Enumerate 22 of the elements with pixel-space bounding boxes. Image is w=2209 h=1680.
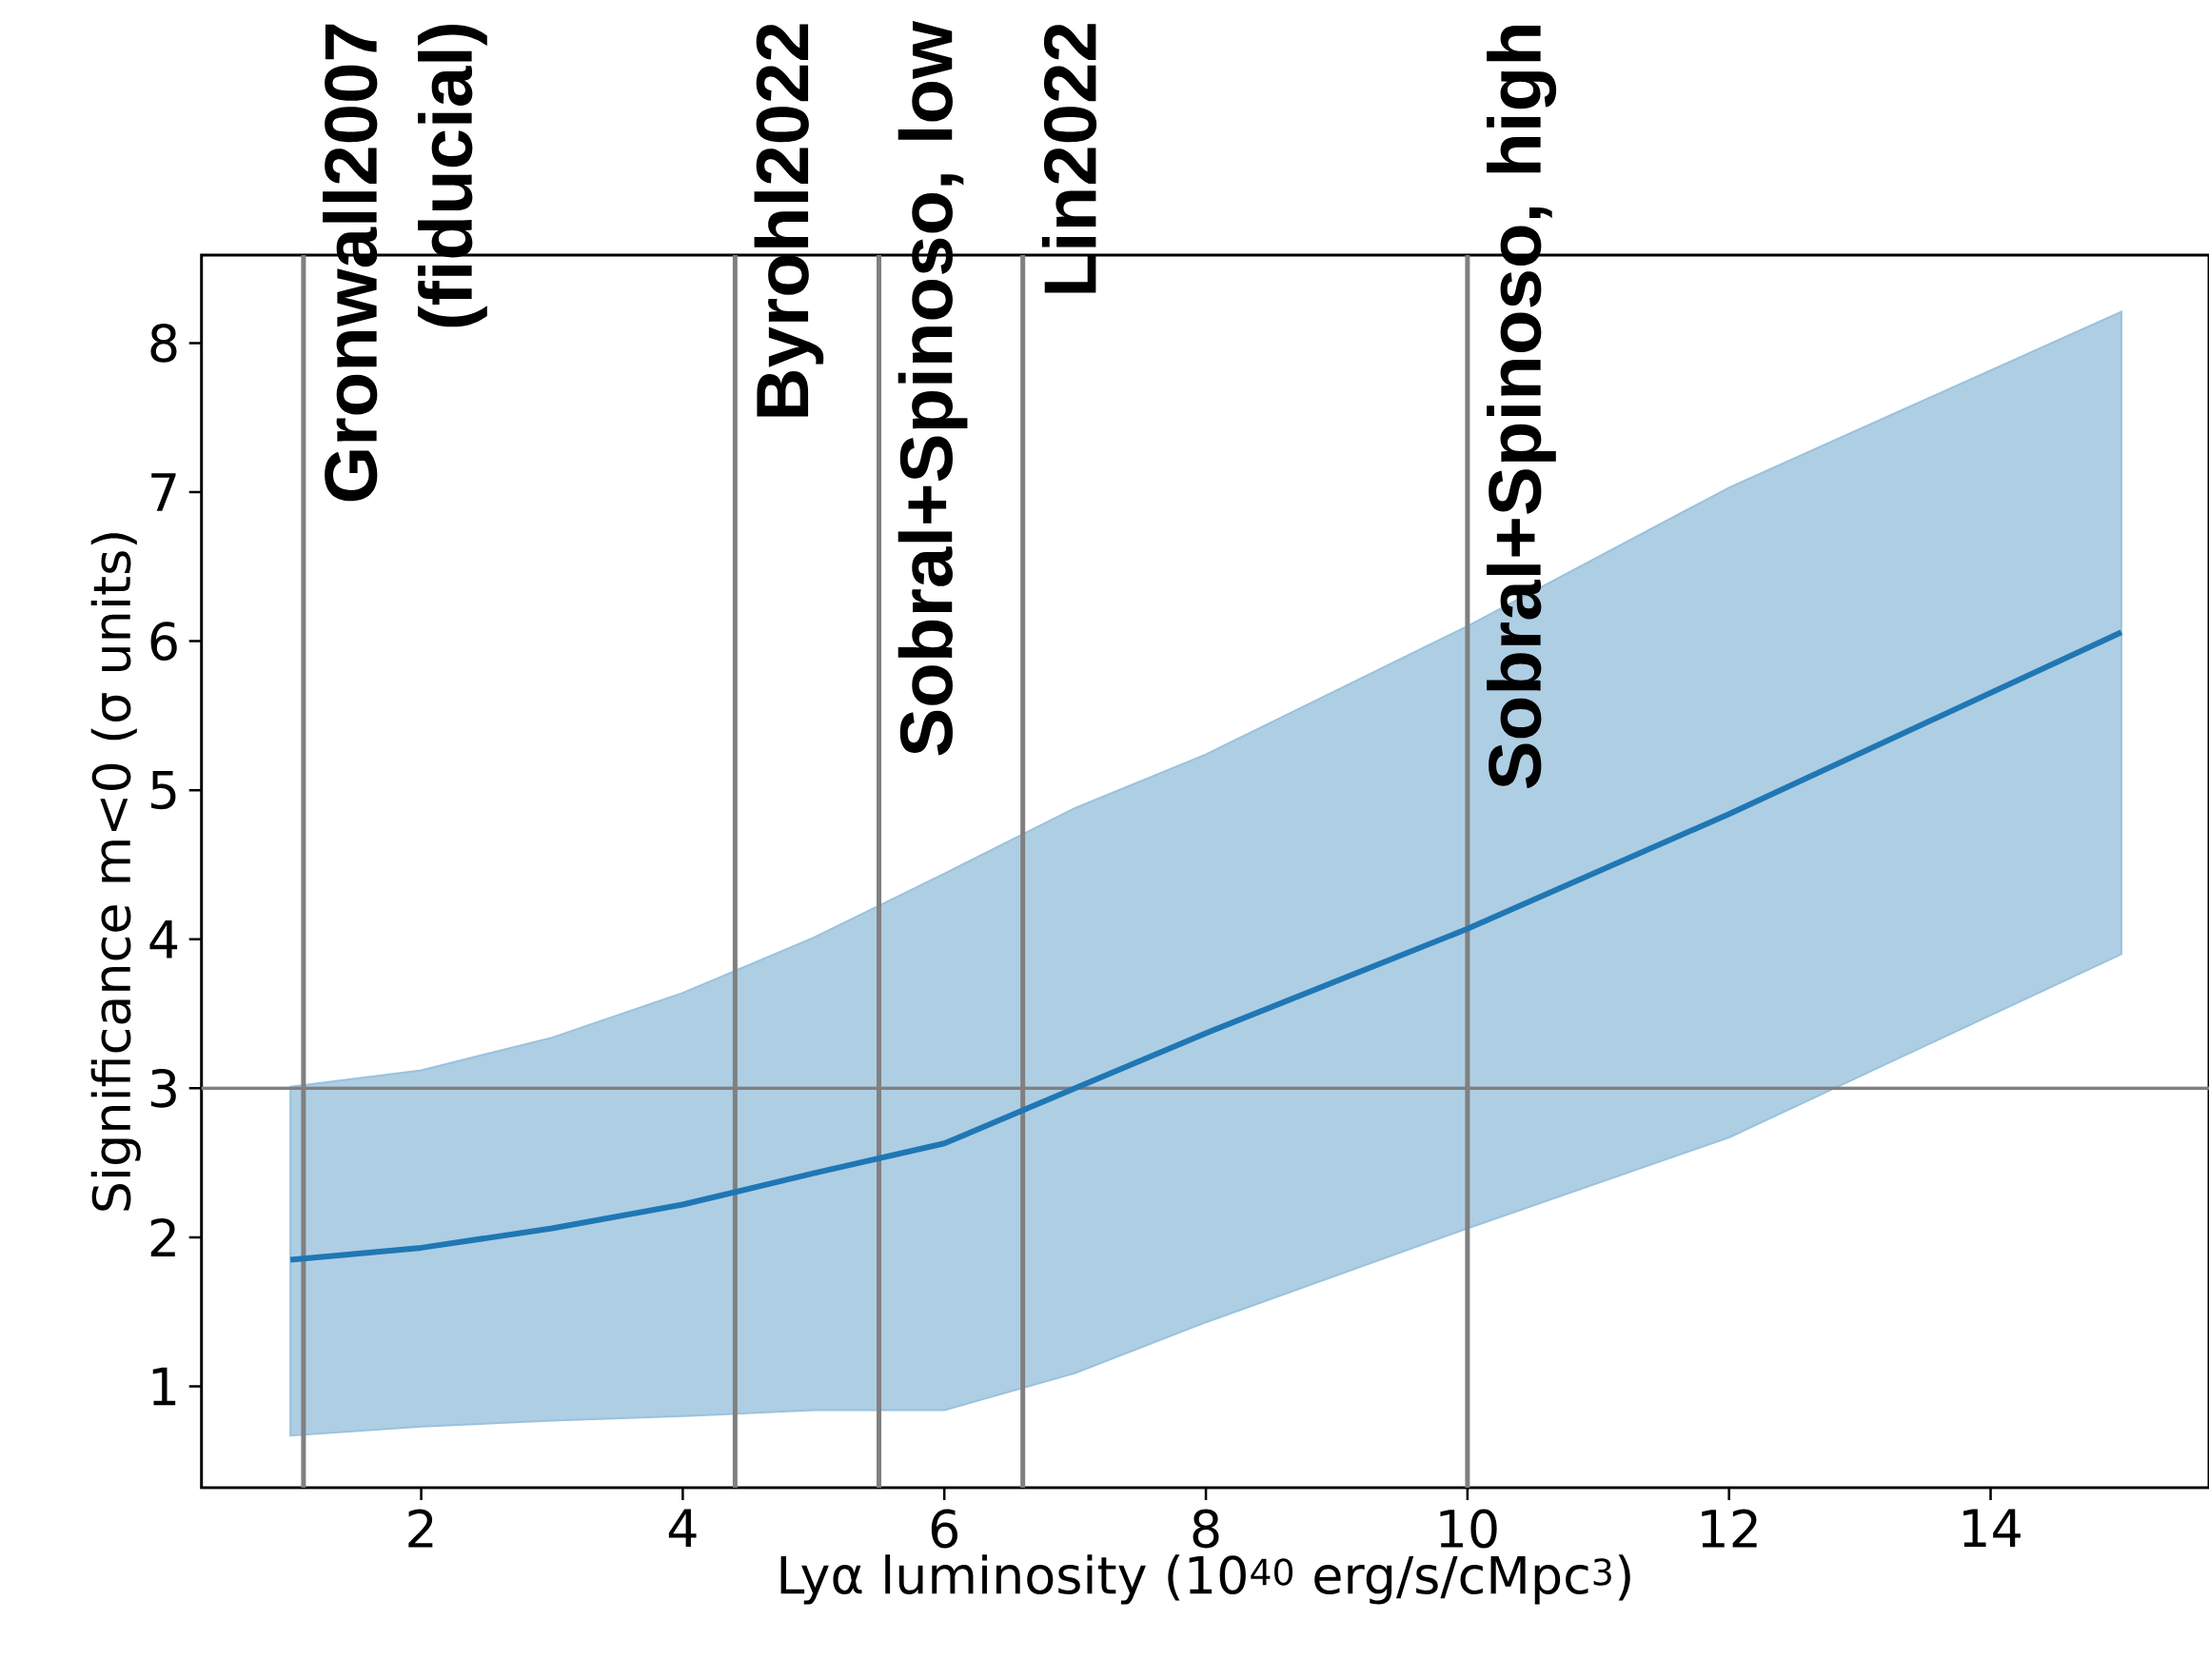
y-tick-label: 8 <box>150 323 177 363</box>
x-tick-label: 10 <box>1440 1509 1497 1549</box>
y-tick-label: 1 <box>152 1367 176 1406</box>
y-tick-label: 6 <box>150 622 177 662</box>
y-tick-label: 3 <box>150 1068 176 1108</box>
x-axis-title: Lyα luminosity (10$^{40}$ erg/s/cMpc$^{3}$) <box>780 1554 1630 1605</box>
y-axis-title: Significance m<0 (σ units) <box>90 533 141 1211</box>
y-tick-label: 5 <box>150 771 176 810</box>
y-tick-label: 7 <box>151 473 176 511</box>
x-tick-label: 6 <box>931 1509 957 1549</box>
x-tick-label: 4 <box>668 1509 697 1547</box>
x-tick-label: 12 <box>1702 1509 1757 1548</box>
x-tick-label: 2 <box>408 1509 433 1548</box>
ref-line-label: Sobral+Spinoso, low <box>897 21 968 756</box>
ref-line-label: Sobral+Spinoso, high <box>1487 25 1557 789</box>
y-tick-label: 4 <box>149 920 178 959</box>
ref-line-label: Gronwall2007 (fiducial) <box>323 24 487 502</box>
y-tick-label: 2 <box>150 1217 175 1256</box>
ref-line-label: Lin2022 <box>1041 24 1097 293</box>
ref-line-label: Byrohl2022 <box>754 24 824 417</box>
x-tick-label: 14 <box>1963 1509 2021 1547</box>
x-tick-label: 8 <box>1193 1509 1219 1549</box>
